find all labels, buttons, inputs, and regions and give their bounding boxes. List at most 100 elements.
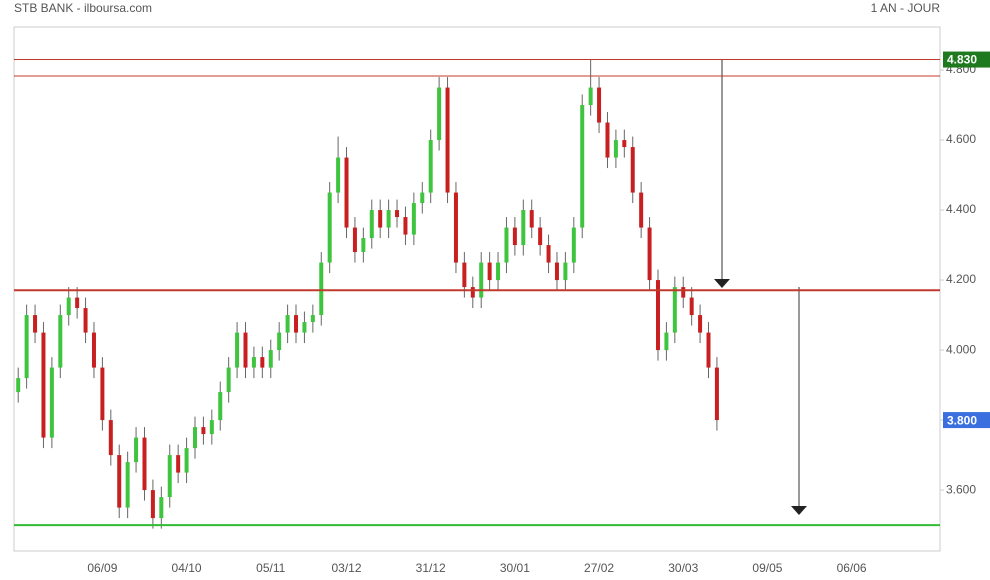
candle-body bbox=[571, 227, 576, 263]
candle-body bbox=[327, 192, 332, 263]
price-label: 4.830 bbox=[947, 53, 977, 67]
x-tick-label: 30/03 bbox=[668, 561, 698, 575]
candle-body bbox=[58, 315, 63, 368]
candle-body bbox=[361, 238, 366, 253]
candle-body bbox=[496, 262, 501, 281]
x-tick-label: 27/02 bbox=[584, 561, 614, 575]
candle-body bbox=[512, 227, 517, 246]
candle-body bbox=[277, 332, 282, 351]
candle-body bbox=[100, 367, 105, 421]
candle-body bbox=[285, 315, 290, 333]
candle-body bbox=[226, 367, 231, 393]
x-tick-label: 09/05 bbox=[752, 561, 782, 575]
candle-body bbox=[159, 497, 164, 519]
candle-body bbox=[75, 297, 80, 309]
candle-body bbox=[453, 192, 458, 263]
candle-body bbox=[546, 245, 551, 263]
candle-body bbox=[529, 210, 534, 228]
x-tick-label: 04/10 bbox=[172, 561, 202, 575]
candle-body bbox=[437, 87, 442, 141]
candle-body bbox=[698, 315, 703, 333]
candle-body bbox=[251, 357, 256, 368]
candle-body bbox=[681, 287, 686, 298]
candle-body bbox=[445, 87, 450, 193]
candle-body bbox=[336, 157, 341, 193]
chart-subtitle: 1 AN - JOUR bbox=[871, 1, 941, 15]
candle-body bbox=[378, 210, 383, 228]
candle-body bbox=[66, 297, 71, 316]
candle-body bbox=[91, 332, 96, 368]
candle-body bbox=[201, 427, 206, 435]
candle-body bbox=[209, 420, 214, 435]
candle-body bbox=[176, 455, 181, 473]
candle-body bbox=[24, 315, 29, 379]
x-tick-label: 31/12 bbox=[416, 561, 446, 575]
y-tick-label: 3.600 bbox=[946, 482, 976, 496]
price-label-box bbox=[943, 412, 990, 429]
candle-body bbox=[689, 297, 694, 316]
price-label-box bbox=[943, 51, 990, 68]
y-tick-label: 4.000 bbox=[946, 342, 976, 356]
candle-body bbox=[580, 105, 585, 228]
candle-body bbox=[403, 217, 408, 235]
candle-body bbox=[192, 427, 197, 449]
candle-body bbox=[521, 210, 526, 246]
candle-body bbox=[218, 392, 223, 421]
arrow bbox=[791, 287, 807, 515]
candle-body bbox=[117, 455, 122, 508]
candle-body bbox=[352, 227, 357, 253]
candle-body bbox=[487, 262, 492, 281]
y-tick-label: 4.200 bbox=[946, 272, 976, 286]
candle-body bbox=[639, 192, 644, 228]
x-tick-label: 06/06 bbox=[837, 561, 867, 575]
candle-body bbox=[605, 122, 610, 158]
x-tick-label: 06/09 bbox=[87, 561, 117, 575]
candle-body bbox=[268, 350, 273, 368]
candle-body bbox=[395, 210, 400, 218]
candle-body bbox=[563, 262, 568, 281]
candle-body bbox=[142, 437, 147, 491]
candle-body bbox=[319, 262, 324, 316]
chart-title: STB BANK - ilboursa.com bbox=[14, 1, 152, 15]
candle-body bbox=[655, 280, 660, 351]
candle-body bbox=[538, 227, 543, 246]
arrow bbox=[714, 60, 730, 288]
candle-body bbox=[108, 420, 113, 456]
candle-body bbox=[428, 140, 433, 193]
candle-body bbox=[49, 367, 54, 438]
candle-body bbox=[83, 308, 88, 333]
plot-area bbox=[13, 26, 941, 552]
candle-body bbox=[630, 147, 635, 193]
x-tick-label: 03/12 bbox=[332, 561, 362, 575]
candle-body bbox=[33, 315, 38, 333]
candle-body bbox=[294, 315, 299, 333]
candle-body bbox=[664, 332, 669, 351]
candle-body bbox=[369, 210, 374, 239]
candle-body bbox=[41, 332, 46, 438]
candle-body bbox=[706, 332, 711, 368]
candle-body bbox=[310, 315, 315, 323]
y-tick-label: 4.600 bbox=[946, 132, 976, 146]
candle-body bbox=[470, 287, 475, 298]
price-label: 3.800 bbox=[947, 413, 977, 427]
candle-body bbox=[420, 192, 425, 204]
candle-body bbox=[150, 490, 155, 519]
candle-body bbox=[597, 87, 602, 123]
candle-body bbox=[235, 332, 240, 368]
candle-body bbox=[134, 437, 139, 463]
candle-body bbox=[260, 357, 265, 368]
candle-body bbox=[411, 203, 416, 235]
candle-body bbox=[302, 322, 307, 333]
candle-body bbox=[647, 227, 652, 281]
candle-body bbox=[386, 210, 391, 228]
candle-body bbox=[479, 262, 484, 298]
candle-body bbox=[125, 462, 130, 508]
candle-body bbox=[344, 157, 349, 228]
candle-body bbox=[184, 448, 189, 473]
candle-body bbox=[554, 262, 559, 281]
x-tick-label: 05/11 bbox=[256, 561, 285, 575]
candle-body bbox=[714, 367, 719, 421]
candle-body bbox=[167, 455, 172, 498]
candle-body bbox=[462, 262, 467, 288]
